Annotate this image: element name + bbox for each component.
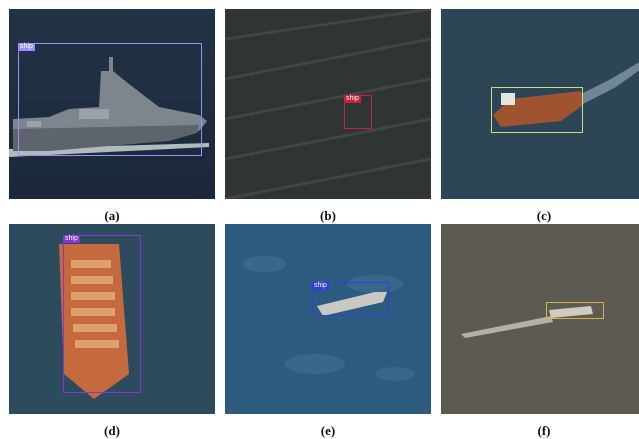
caption-e: (e) [320,423,336,438]
detection-label: ship [312,282,329,290]
caption-b: (b) [320,208,336,223]
wake-ship-image [441,224,639,414]
image-panel-c [441,9,639,199]
detection-box [546,302,604,319]
caption-c: (c) [536,208,552,223]
patrol-ship-image [225,224,431,414]
detection-box: ship [312,282,389,316]
image-panel-a: ship [9,9,215,199]
detection-box [491,87,583,133]
image-panel-e: ship [225,224,431,414]
detection-label: ship [344,95,361,103]
detection-box: ship [18,43,202,156]
detection-label: ship [63,235,80,243]
detection-box: ship [344,95,372,129]
image-panel-b: ship [225,9,431,199]
caption-f: (f) [537,423,551,438]
warship-image [9,9,215,199]
caption-d: (d) [104,423,120,438]
open-sea-image [225,9,431,199]
detection-label: ship [18,43,35,51]
detection-box: ship [63,235,141,393]
image-panel-f [441,224,639,414]
tanker-image [441,9,639,199]
image-panel-d: ship [9,224,215,414]
caption-a: (a) [104,208,120,223]
container-ship-image [9,224,215,414]
